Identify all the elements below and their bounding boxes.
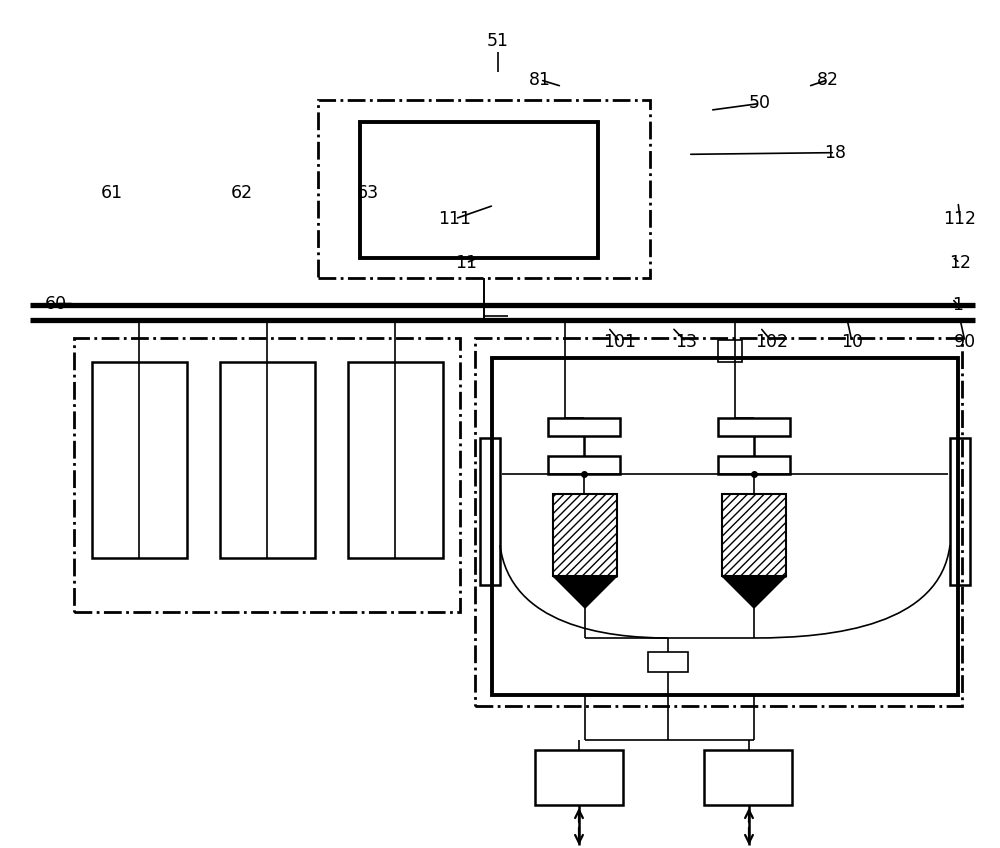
Text: 61: 61 xyxy=(101,184,123,203)
Text: 102: 102 xyxy=(756,332,788,351)
Bar xyxy=(722,494,786,576)
Text: 11: 11 xyxy=(455,254,477,272)
Bar xyxy=(74,338,460,612)
Text: 10: 10 xyxy=(841,332,863,351)
Bar xyxy=(648,652,688,672)
Bar xyxy=(475,338,962,706)
Text: 12: 12 xyxy=(949,254,971,272)
Text: 50: 50 xyxy=(749,94,771,113)
Text: 63: 63 xyxy=(357,184,379,203)
Polygon shape xyxy=(553,576,617,608)
Bar xyxy=(480,438,500,585)
Bar xyxy=(360,122,598,258)
Text: 51: 51 xyxy=(487,31,509,50)
Text: 112: 112 xyxy=(944,209,976,228)
Bar xyxy=(535,750,623,805)
Bar xyxy=(718,418,790,436)
Bar xyxy=(220,362,315,558)
Polygon shape xyxy=(722,576,786,608)
Bar xyxy=(553,494,617,576)
Text: 81: 81 xyxy=(529,70,551,89)
Bar xyxy=(92,362,187,558)
Bar xyxy=(718,340,742,362)
Bar xyxy=(704,750,792,805)
Text: 90: 90 xyxy=(954,332,976,351)
Bar xyxy=(718,456,790,474)
Bar xyxy=(348,362,443,558)
Bar xyxy=(548,456,620,474)
Text: 111: 111 xyxy=(438,209,472,228)
Bar xyxy=(318,100,650,278)
Text: 101: 101 xyxy=(604,332,637,351)
Bar xyxy=(548,418,620,436)
Text: 18: 18 xyxy=(824,143,846,162)
Text: 82: 82 xyxy=(817,70,839,89)
Text: 62: 62 xyxy=(231,184,253,203)
Bar xyxy=(492,358,958,695)
Text: 60: 60 xyxy=(45,294,67,313)
Bar xyxy=(950,438,970,585)
Text: 1: 1 xyxy=(952,296,964,315)
Text: 13: 13 xyxy=(675,332,697,351)
